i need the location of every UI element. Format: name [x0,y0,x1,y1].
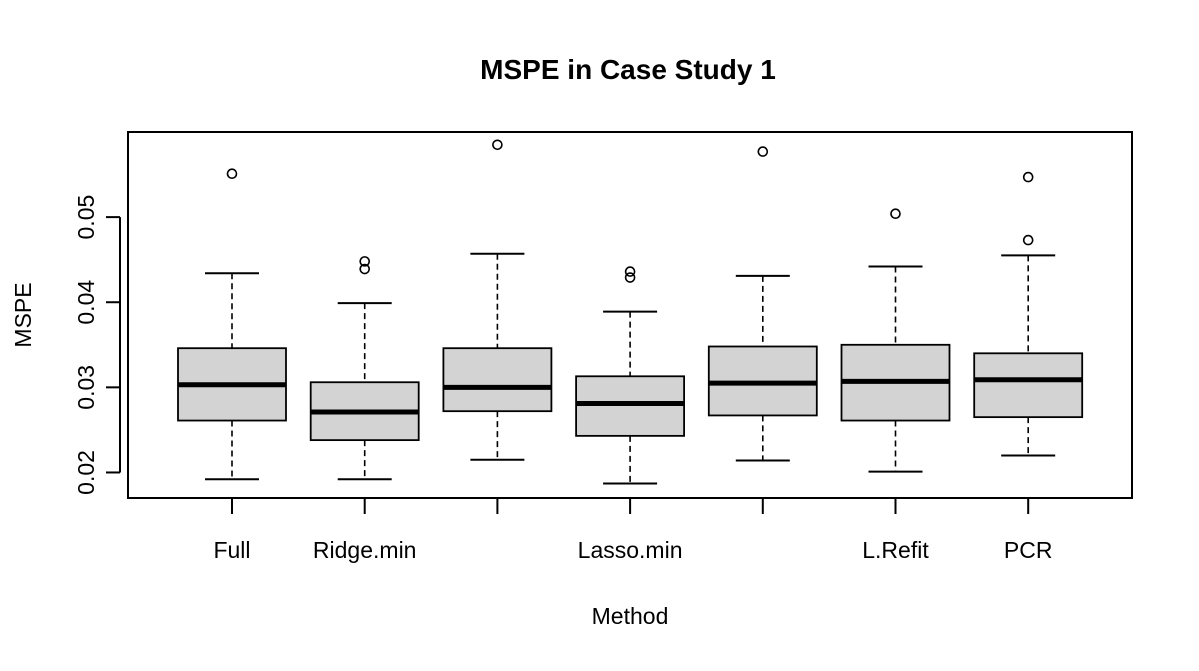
outlier-point [757,146,769,157]
box-group [973,171,1084,457]
outlier-point [492,139,503,151]
outlier-point [624,266,636,277]
box-iqr [575,375,685,437]
outlier-point [359,256,371,267]
y-axis: 0.02 0.03 0.04 0.05 [73,195,121,495]
outlier-point [624,272,636,283]
box-iqr [973,352,1084,419]
box-group [575,266,685,485]
x-tick-label: PCR [1004,537,1053,563]
x-tick-label: L.Refit [862,537,929,563]
outlier-point [1022,171,1034,183]
outlier-point [890,208,901,220]
x-axis-title: Method [592,603,669,629]
y-tick-label: 0.04 [73,280,99,325]
y-axis-title: MSPE [10,282,36,347]
x-tick-label: Full [213,537,250,563]
box-group [177,168,287,481]
box-group [309,256,420,481]
outlier-point [1022,234,1034,246]
box-group [840,208,951,473]
y-tick-label: 0.02 [73,450,99,495]
box-group [707,146,818,462]
box-iqr [442,347,553,413]
y-tick-label: 0.05 [73,195,99,240]
boxes-layer [177,139,1084,485]
outlier-point [359,263,371,275]
x-axis: Full Ridge.min Lasso.min L.Refit PCR [213,497,1053,563]
x-tick-label: Lasso.min [578,537,683,563]
chart-title: MSPE in Case Study 1 [480,54,776,85]
x-tick-label: Ridge.min [313,537,417,563]
box-group [442,139,553,461]
y-tick-label: 0.03 [73,365,99,410]
outlier-point [226,168,238,180]
